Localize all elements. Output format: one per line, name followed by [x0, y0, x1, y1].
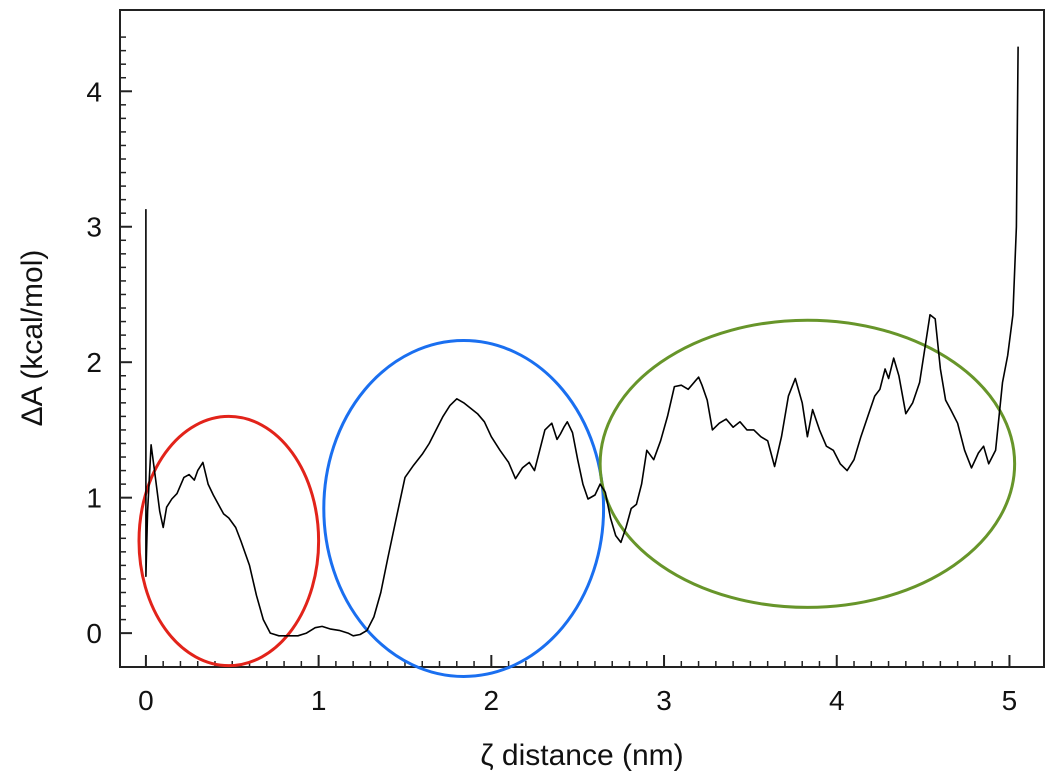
x-tick-label: 3: [656, 685, 672, 716]
y-tick-label: 0: [86, 618, 102, 649]
annotation-ellipse: [137, 414, 321, 668]
x-tick-label: 1: [311, 685, 327, 716]
series-lines: [145, 46, 1019, 637]
y-tick-label: 3: [86, 212, 102, 243]
x-tick-label: 0: [138, 685, 154, 716]
x-tick-label: 4: [829, 685, 845, 716]
series-line: [145, 46, 1019, 637]
y-tick-label: 1: [86, 483, 102, 514]
annotation-ellipse: [322, 339, 606, 678]
y-tick-label: 2: [86, 347, 102, 378]
plot-frame: [119, 9, 1045, 668]
y-axis-title: ΔA (kcal/mol): [16, 250, 49, 427]
axis-ticks: 0 1 2 3 4 5 0 1 2 3 4: [86, 36, 1018, 716]
x-axis-title: ζ distance (nm): [480, 739, 683, 772]
annotation-ellipse: [598, 318, 1017, 609]
x-tick-label: 5: [1002, 685, 1018, 716]
x-tick-label: 2: [484, 685, 500, 716]
annotation-ellipses: [137, 318, 1017, 678]
y-tick-label: 4: [86, 76, 102, 107]
